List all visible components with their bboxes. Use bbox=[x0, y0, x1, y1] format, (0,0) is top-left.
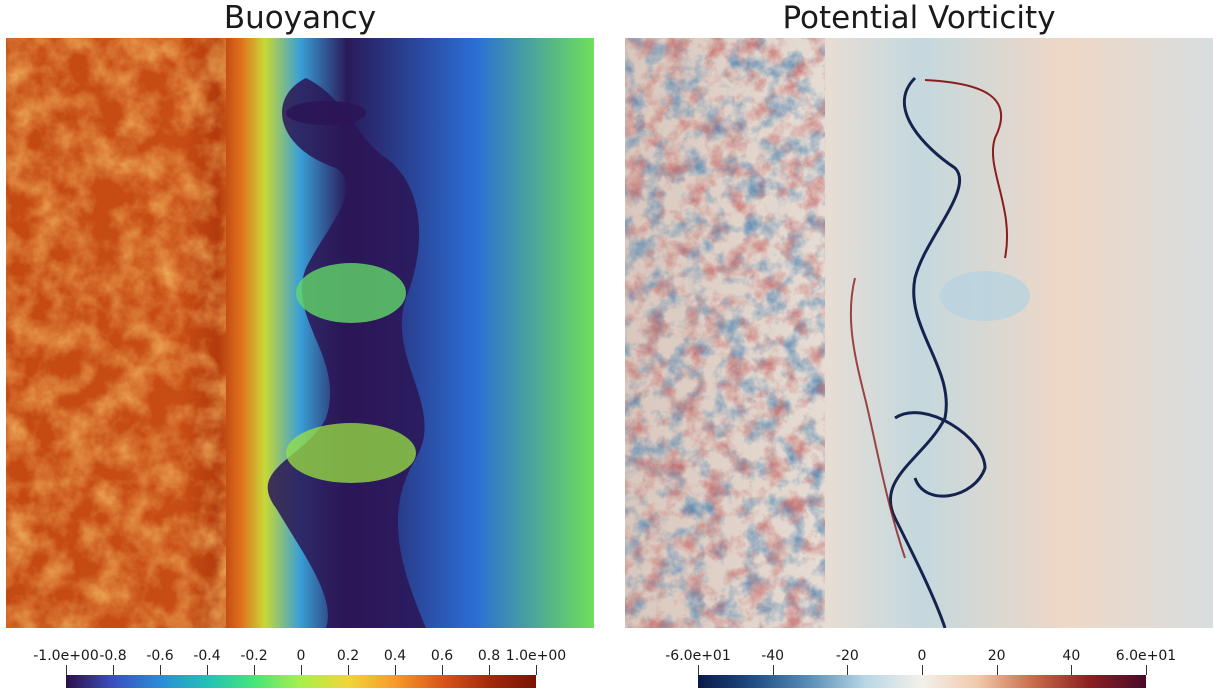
buoyancy-colorbar-tick-mark bbox=[442, 665, 443, 675]
potential-vorticity-colorbar-tick-label: 0 bbox=[917, 648, 927, 664]
potential-vorticity-colorbar-tick-label: -20 bbox=[835, 648, 859, 664]
buoyancy-field-image bbox=[6, 38, 594, 628]
potential-vorticity-colorbar-tick-mark bbox=[1146, 665, 1147, 675]
potential-vorticity-field-image bbox=[625, 38, 1213, 628]
buoyancy-colorbar-tick-label: -1.0e+00 bbox=[33, 648, 99, 664]
potential-vorticity-colorbar-tick-mark bbox=[996, 665, 998, 675]
buoyancy-colorbar-tick-mark bbox=[66, 665, 67, 675]
buoyancy-colorbar-tick-mark bbox=[113, 665, 114, 675]
buoyancy-colorbar-gradient bbox=[66, 675, 536, 688]
buoyancy-colorbar-tick-mark bbox=[207, 665, 208, 675]
buoyancy-colorbar-tick-mark bbox=[489, 665, 490, 675]
buoyancy-colorbar-tick-label: -0.4 bbox=[193, 648, 221, 664]
buoyancy-colorbar-tick-mark bbox=[536, 665, 537, 675]
buoyancy-colorbar-tick-label: 0.2 bbox=[336, 648, 360, 664]
potential-vorticity-colorbar-tick-mark bbox=[698, 665, 699, 675]
potential-vorticity-colorbar-tick-label: 6.0e+01 bbox=[1115, 648, 1177, 664]
potential-vorticity-title: Potential Vorticity bbox=[782, 0, 1056, 36]
buoyancy-colorbar-tick-mark bbox=[160, 665, 161, 675]
potential-vorticity-colorbar-tick-label: 40 bbox=[1062, 648, 1081, 664]
buoyancy-title: Buoyancy bbox=[223, 0, 377, 36]
buoyancy-colorbar-tick-mark bbox=[254, 665, 255, 675]
potential-vorticity-colorbar-gradient bbox=[698, 675, 1146, 688]
buoyancy-colorbar-tick-label: 0.8 bbox=[477, 648, 501, 664]
potential-vorticity-colorbar-tick-mark bbox=[772, 665, 774, 675]
potential-vorticity-colorbar-tick-mark bbox=[922, 665, 923, 675]
potential-vorticity-colorbar-tick-label: -6.0e+01 bbox=[665, 648, 731, 664]
buoyancy-colorbar-tick-label: -0.8 bbox=[99, 648, 127, 664]
buoyancy-colorbar-tick-mark bbox=[395, 665, 396, 675]
buoyancy-colorbar-tick-label: 0 bbox=[296, 648, 306, 664]
buoyancy-colorbar: -1.0e+00 -0.8 -0.6 -0.4 -0.2 0 0.2 0.4 0.6 0.8 1.0… bbox=[33, 648, 566, 690]
buoyancy-colorbar-tick-mark bbox=[348, 665, 349, 675]
buoyancy-colorbar-tick-label: 0.4 bbox=[383, 648, 407, 664]
potential-vorticity-colorbar-tick-mark bbox=[1071, 665, 1073, 675]
buoyancy-colorbar-tick-label: 1.0e+00 bbox=[505, 648, 567, 664]
buoyancy-colorbar-tick-label: 0.6 bbox=[430, 648, 454, 664]
buoyancy-colorbar-tick-label: -0.2 bbox=[240, 648, 268, 664]
potential-vorticity-colorbar: -6.0e+01 -40 -20 0 20 40 6.0e+01 bbox=[665, 648, 1176, 690]
buoyancy-colorbar-tick-label: -0.6 bbox=[146, 648, 174, 664]
potential-vorticity-colorbar-tick-label: -40 bbox=[761, 648, 785, 664]
potential-vorticity-colorbar-tick-label: 20 bbox=[987, 648, 1006, 664]
potential-vorticity-colorbar-tick-mark bbox=[847, 665, 849, 675]
buoyancy-colorbar-tick-mark bbox=[301, 665, 302, 675]
